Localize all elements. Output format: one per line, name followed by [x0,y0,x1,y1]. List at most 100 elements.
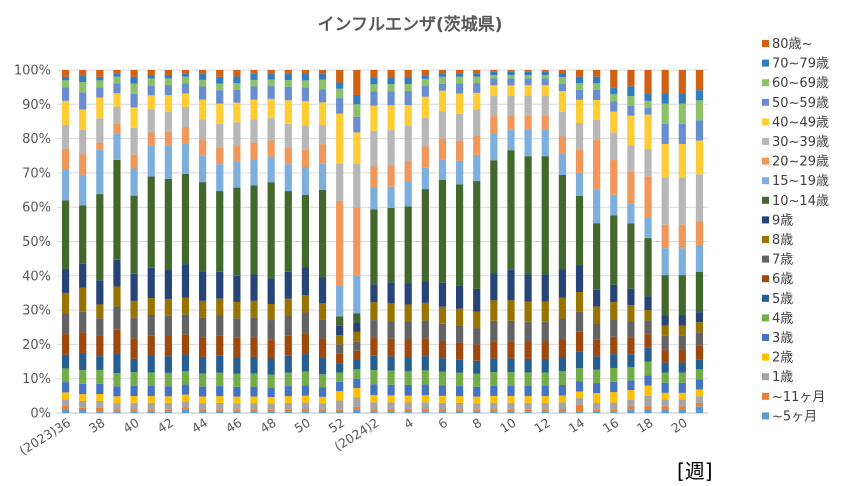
bar-segment-8-19 [387,321,395,339]
bar-segment-2-24 [473,403,481,410]
bar-segment-3-3 [113,396,121,404]
bar-segment-9-0 [61,292,70,314]
bar-segment-15-17 [353,132,361,164]
bar-segment-0-0 [61,409,70,413]
bar-segment-3-12 [267,396,275,404]
bar-segment-9-22 [438,306,447,324]
bar-segment-14-24 [473,109,481,136]
bar-segment-16-21 [421,85,429,97]
bar-segment-6-7 [181,354,190,372]
bar-segment-8-25 [490,320,498,342]
bar-segment-7-37 [695,345,704,360]
bar-segment-14-22 [438,111,447,139]
bar-segment-2-19 [387,402,395,410]
bar-segment-5-5 [147,372,155,386]
bar-segment-4-14 [301,385,310,396]
bar-segment-7-28 [541,342,549,359]
bar-segment-17-0 [61,80,70,88]
bar-segment-6-37 [695,359,704,370]
bar-segment-12-18 [370,187,378,210]
bar-segment-3-16 [336,391,344,401]
bar-segment-5-2 [96,369,104,384]
legend-label: 40~49歳 [772,115,829,130]
bar-segment-18-14 [301,73,310,81]
bar-segment-0-28 [541,411,549,413]
bar-segment-15-28 [541,85,549,96]
bar-segment-0-35 [661,409,669,413]
bar-segment-10-19 [387,282,395,304]
bar-segment-17-20 [404,84,412,91]
bar-segment-7-2 [96,335,104,357]
bar-segment-10-36 [678,315,686,326]
bar-segment-16-31 [593,89,601,100]
bar-segment-16-18 [370,91,378,106]
bar-segment-3-13 [284,396,292,403]
bar-segment-16-23 [455,83,464,94]
bar-segment-4-11 [250,386,258,397]
bar-segment-16-11 [250,86,258,100]
bar-segment-0-12 [267,411,275,413]
x-tick-label: 48 [257,415,278,436]
bar-segment-5-29 [558,371,566,385]
bar-segment-12-37 [695,244,704,272]
bar-segment-12-14 [301,167,310,195]
bar-segment-17-32 [610,94,618,102]
x-tick-label: 16 [600,415,621,436]
bar-segment-10-23 [455,285,464,309]
bar-segment-7-16 [336,353,344,364]
bar-segment-1-10 [233,409,241,412]
bar-segment-4-21 [421,384,429,396]
bar-segment-1-32 [610,409,618,412]
legend-label: 80歳~ [772,37,812,52]
bar-segment-10-34 [644,296,652,311]
bar-segment-2-20 [404,402,412,410]
bar-segment-10-26 [507,269,515,301]
bar-segment-15-20 [404,105,412,126]
bar-segment-11-37 [695,271,704,313]
bar-segment-11-26 [507,150,515,270]
bar-segment-6-12 [267,358,275,375]
bar-segment-18-10 [233,76,241,84]
bar-segment-3-8 [199,396,207,404]
bar-segment-3-7 [181,394,190,402]
bar-segment-14-31 [593,119,601,140]
bar-segment-0-2 [96,411,104,413]
legend-swatch [762,412,769,420]
bar-segment-16-34 [644,107,652,115]
bar-segment-10-32 [610,284,618,303]
bar-segment-2-30 [575,398,584,405]
bar-segment-5-35 [661,372,669,383]
bar-segment-19-36 [678,70,686,94]
bar-segment-15-0 [61,100,70,125]
bar-segment-17-24 [473,76,481,84]
bar-segment-4-24 [473,386,481,397]
bar-segment-8-36 [678,335,686,350]
bar-segment-11-3 [113,159,121,260]
bar-segment-18-0 [61,76,70,81]
bar-segment-11-6 [164,178,172,270]
bar-segment-4-31 [593,383,601,394]
legend-swatch [762,177,769,185]
bar-segment-12-32 [610,194,618,216]
bar-segment-16-35 [661,123,669,144]
bar-segment-9-3 [113,286,121,307]
bar-segment-6-34 [644,347,652,362]
bar-segment-7-5 [147,335,155,356]
bar-segment-9-10 [233,301,241,319]
bar-segment-12-9 [216,164,224,192]
bar-segment-14-3 [113,106,121,124]
bar-segment-3-36 [678,392,686,400]
bar-segment-15-25 [490,85,498,96]
bar-segment-0-3 [113,411,121,413]
bar-segment-6-19 [387,356,395,371]
bar-segment-17-2 [96,80,104,88]
bar-segment-12-22 [438,159,447,180]
legend-swatch [762,79,769,87]
bar-segment-9-34 [644,310,652,321]
bar-segment-13-28 [541,115,549,130]
bar-segment-4-2 [96,383,104,395]
bar-segment-10-28 [541,274,549,302]
bar-segment-11-7 [181,173,190,265]
bar-segment-14-11 [250,119,258,143]
bar-segment-11-18 [370,209,378,285]
